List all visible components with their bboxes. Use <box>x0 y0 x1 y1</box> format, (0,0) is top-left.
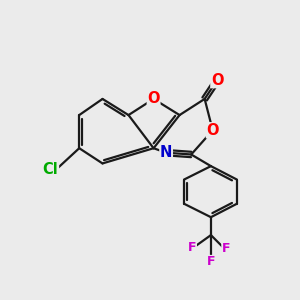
Text: F: F <box>188 241 197 254</box>
Text: F: F <box>207 256 215 268</box>
Text: O: O <box>206 123 219 138</box>
Text: N: N <box>160 145 172 160</box>
Text: O: O <box>147 92 160 106</box>
Text: O: O <box>211 73 224 88</box>
Text: Cl: Cl <box>43 162 58 177</box>
Text: F: F <box>222 242 230 255</box>
